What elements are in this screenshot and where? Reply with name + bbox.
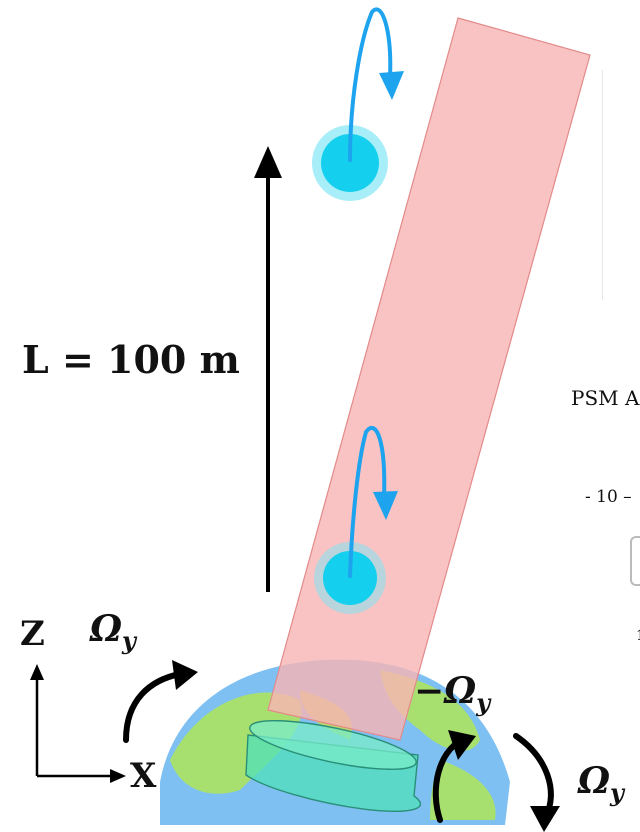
rotation-arrow-right [513, 733, 560, 832]
coordinate-axes [30, 664, 126, 783]
axis-x-label: X [130, 756, 157, 796]
omega-y-label-left: Ωy [90, 608, 136, 656]
axis-z-label: Z [20, 614, 45, 654]
length-label: L = 100 m [22, 337, 240, 382]
omega-y-label-negative: −Ωy [414, 670, 491, 718]
atom-upper [312, 125, 388, 201]
atom-lower [314, 542, 386, 614]
atom-trajectory-arrow-upper [348, 7, 404, 162]
laser-beam [267, 17, 591, 741]
length-arrow [254, 146, 282, 592]
ground-platform [245, 720, 422, 812]
clipped-box-edge [630, 536, 640, 586]
clipped-text-psm: PSM A [571, 386, 640, 410]
clipped-panel-edge [602, 70, 640, 300]
atom-trajectory-arrow-lower [348, 425, 398, 578]
rotation-arrow-platform [432, 730, 476, 823]
omega-y-label-right: Ωy [578, 760, 624, 808]
clipped-text-small: 1 [636, 628, 640, 644]
clipped-text-tick: - 10 – [585, 487, 632, 507]
rotation-arrow-left [123, 660, 198, 743]
